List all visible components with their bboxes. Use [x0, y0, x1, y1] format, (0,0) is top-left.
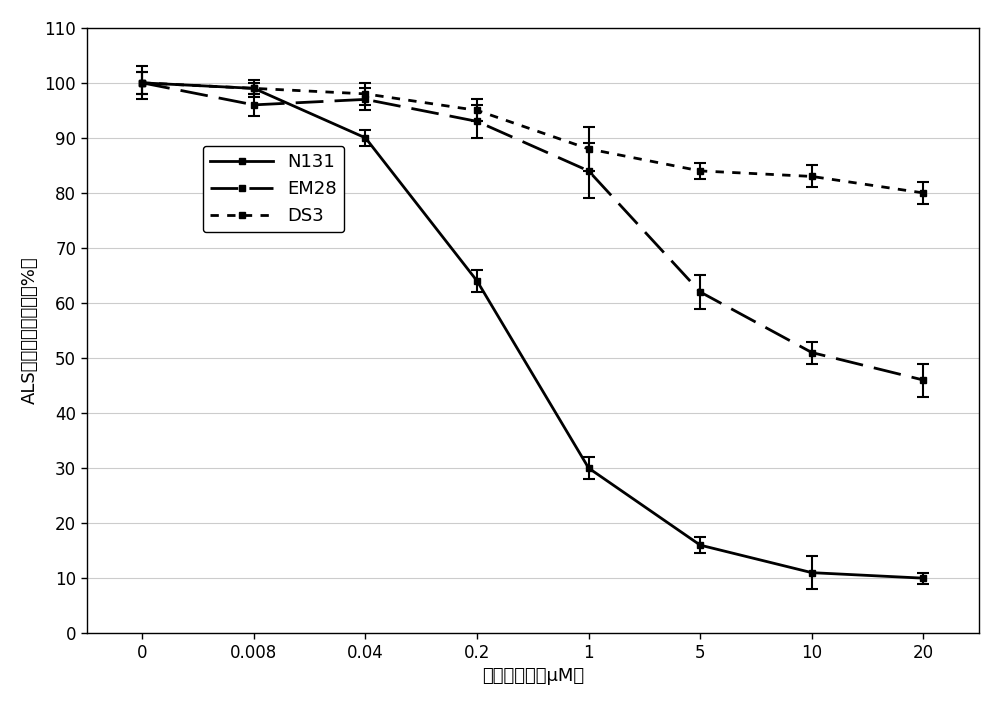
EM28	[917, 376, 929, 384]
DS3	[359, 90, 371, 98]
EM28	[359, 95, 371, 104]
N131	[806, 568, 818, 577]
Line: DS3: DS3	[139, 79, 927, 196]
DS3	[583, 145, 595, 153]
DS3	[471, 106, 483, 114]
N131	[136, 78, 148, 87]
DS3	[248, 84, 260, 92]
N131	[248, 84, 260, 92]
DS3	[694, 167, 706, 175]
DS3	[806, 172, 818, 181]
N131	[694, 541, 706, 549]
Y-axis label: ALS酶活（相对于对照%）: ALS酶活（相对于对照%）	[21, 257, 39, 405]
N131	[917, 574, 929, 582]
Legend: N131, EM28, DS3: N131, EM28, DS3	[203, 146, 344, 232]
DS3	[136, 78, 148, 87]
EM28	[806, 348, 818, 357]
EM28	[471, 117, 483, 126]
EM28	[694, 288, 706, 297]
Line: EM28: EM28	[139, 79, 927, 383]
Line: N131: N131	[139, 79, 927, 582]
X-axis label: 苯磺陌浓度（μM）: 苯磺陌浓度（μM）	[482, 667, 584, 685]
N131	[583, 464, 595, 472]
EM28	[583, 167, 595, 175]
EM28	[248, 101, 260, 109]
N131	[359, 133, 371, 142]
EM28	[136, 78, 148, 87]
N131	[471, 277, 483, 285]
DS3	[917, 189, 929, 197]
